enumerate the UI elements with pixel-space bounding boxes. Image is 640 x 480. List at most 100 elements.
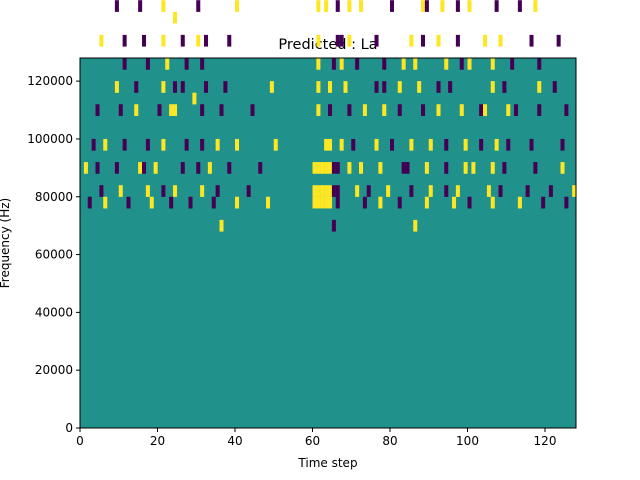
heatmap-cell bbox=[273, 138, 278, 151]
heatmap-cell bbox=[490, 81, 495, 93]
heatmap-cell bbox=[444, 138, 449, 151]
x-tick-label: 100 bbox=[456, 434, 479, 448]
x-tick-label: 20 bbox=[150, 434, 165, 448]
x-tick-label: 80 bbox=[382, 434, 397, 448]
heatmap-cell bbox=[498, 34, 503, 47]
heatmap-cell bbox=[173, 81, 178, 93]
heatmap-cell bbox=[463, 138, 468, 151]
heatmap-cell bbox=[424, 162, 429, 174]
heatmap-cell bbox=[537, 104, 542, 116]
heatmap-cell bbox=[455, 185, 460, 197]
heatmap-cell bbox=[316, 34, 321, 47]
heatmap-cell bbox=[196, 162, 201, 174]
heatmap-cell bbox=[382, 81, 387, 93]
heatmap-cell bbox=[324, 196, 329, 209]
heatmap-cell bbox=[421, 0, 426, 12]
heatmap-cell bbox=[479, 104, 484, 116]
heatmap-cell bbox=[138, 0, 143, 12]
heatmap-cells bbox=[83, 0, 577, 232]
heatmap-cell bbox=[161, 34, 166, 47]
heatmap-cell bbox=[397, 104, 402, 116]
heatmap-cell bbox=[436, 104, 441, 116]
heatmap-cell bbox=[347, 34, 352, 47]
heatmap-cell bbox=[320, 196, 325, 209]
y-tick-label: 0 bbox=[65, 421, 73, 435]
y-tick-label: 120000 bbox=[27, 74, 73, 88]
heatmap-cell bbox=[533, 162, 538, 174]
heatmap-cell bbox=[316, 0, 321, 12]
heatmap-cell bbox=[564, 196, 569, 209]
heatmap-cell bbox=[180, 81, 185, 93]
heatmap-cell bbox=[401, 162, 406, 174]
heatmap-cell bbox=[145, 138, 150, 151]
heatmap-cell bbox=[424, 0, 429, 12]
y-tick-label: 20000 bbox=[35, 363, 73, 377]
heatmap-cell bbox=[161, 185, 166, 197]
heatmap-cell bbox=[196, 0, 201, 12]
heatmap-cell bbox=[347, 0, 352, 12]
heatmap-cell bbox=[331, 219, 336, 232]
heatmap-cell bbox=[397, 81, 402, 93]
heatmap-cell bbox=[316, 185, 321, 197]
heatmap-cell bbox=[200, 58, 205, 70]
heatmap-cell bbox=[335, 0, 340, 12]
heatmap-cell bbox=[269, 81, 274, 93]
heatmap-cell bbox=[428, 185, 433, 197]
heatmap-cell bbox=[316, 58, 321, 70]
x-tick-label: 40 bbox=[227, 434, 242, 448]
heatmap-cell bbox=[564, 104, 569, 116]
heatmap-cell bbox=[448, 81, 453, 93]
heatmap-cell bbox=[374, 34, 379, 47]
heatmap-cell bbox=[506, 104, 511, 116]
heatmap-cell bbox=[204, 34, 209, 47]
heatmap-cell bbox=[142, 162, 147, 174]
heatmap-cell bbox=[161, 0, 166, 12]
heatmap-cell bbox=[409, 34, 414, 47]
heatmap-cell bbox=[223, 81, 228, 93]
heatmap-cell bbox=[390, 0, 395, 12]
heatmap-cell bbox=[219, 219, 224, 232]
heatmap-cell bbox=[169, 104, 174, 116]
heatmap-cell bbox=[184, 138, 189, 151]
heatmap-cell bbox=[459, 104, 464, 116]
heatmap-cell bbox=[490, 162, 495, 174]
heatmap-cell bbox=[541, 196, 546, 209]
heatmap-cell bbox=[386, 185, 391, 197]
heatmap-cell bbox=[560, 138, 565, 151]
heatmap-cell bbox=[347, 104, 352, 116]
heatmap-cell bbox=[490, 196, 495, 209]
heatmap-cell bbox=[157, 104, 162, 116]
heatmap-cell bbox=[440, 0, 445, 12]
heatmap-cell bbox=[378, 196, 383, 209]
heatmap-cell bbox=[537, 81, 542, 93]
x-tick-label: 0 bbox=[76, 434, 84, 448]
heatmap-cell bbox=[328, 104, 333, 116]
heatmap-cell bbox=[560, 162, 565, 174]
heatmap-cell bbox=[483, 104, 488, 116]
heatmap-cell bbox=[529, 34, 534, 47]
heatmap-cell bbox=[517, 0, 522, 12]
heatmap-cell bbox=[180, 162, 185, 174]
y-axis: 0 20000 40000 60000 80000 100000 120000 bbox=[27, 74, 80, 435]
heatmap-cell bbox=[142, 34, 147, 47]
heatmap-cell bbox=[192, 92, 197, 105]
x-tick-label: 60 bbox=[305, 434, 320, 448]
heatmap-cell bbox=[95, 104, 100, 116]
heatmap-cell bbox=[335, 162, 340, 174]
y-tick-label: 40000 bbox=[35, 305, 73, 319]
heatmap-cell bbox=[324, 0, 329, 12]
heatmap-cell bbox=[347, 162, 352, 174]
heatmap-cell bbox=[118, 185, 123, 197]
heatmap-cell bbox=[444, 162, 449, 174]
heatmap-cell bbox=[114, 162, 119, 174]
heatmap-cell bbox=[316, 196, 321, 209]
heatmap-cell bbox=[378, 162, 383, 174]
heatmap-cell bbox=[444, 58, 449, 70]
heatmap-cell bbox=[417, 81, 422, 93]
heatmap-cell bbox=[227, 162, 232, 174]
heatmap-cell bbox=[207, 162, 212, 174]
heatmap-cell bbox=[424, 196, 429, 209]
heatmap-cell bbox=[533, 0, 538, 12]
heatmap-cell bbox=[173, 185, 178, 197]
